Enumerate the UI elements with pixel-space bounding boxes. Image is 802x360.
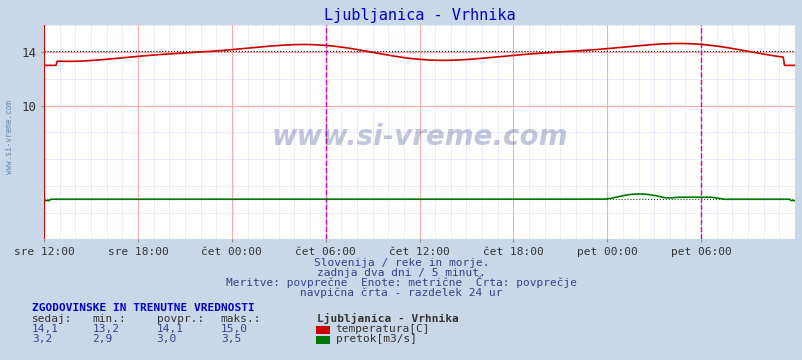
Text: navpična črta - razdelek 24 ur: navpična črta - razdelek 24 ur — [300, 287, 502, 298]
Text: temperatura[C]: temperatura[C] — [335, 324, 430, 334]
Text: 3,2: 3,2 — [32, 334, 52, 344]
Text: maks.:: maks.: — [221, 314, 261, 324]
Text: ZGODOVINSKE IN TRENUTNE VREDNOSTI: ZGODOVINSKE IN TRENUTNE VREDNOSTI — [32, 303, 254, 314]
Text: 3,5: 3,5 — [221, 334, 241, 344]
Text: www.si-vreme.com: www.si-vreme.com — [5, 100, 14, 174]
Text: zadnja dva dni / 5 minut.: zadnja dva dni / 5 minut. — [317, 268, 485, 278]
Title: Ljubljanica - Vrhnika: Ljubljanica - Vrhnika — [323, 8, 515, 23]
Text: 13,2: 13,2 — [92, 324, 119, 334]
Text: sedaj:: sedaj: — [32, 314, 72, 324]
Text: 15,0: 15,0 — [221, 324, 248, 334]
Text: 14,1: 14,1 — [32, 324, 59, 334]
Text: Ljubljanica - Vrhnika: Ljubljanica - Vrhnika — [317, 313, 459, 324]
Text: www.si-vreme.com: www.si-vreme.com — [271, 123, 567, 150]
Text: pretok[m3/s]: pretok[m3/s] — [335, 334, 416, 344]
Text: Meritve: povprečne  Enote: metrične  Črta: povprečje: Meritve: povprečne Enote: metrične Črta:… — [225, 276, 577, 288]
Text: 14,1: 14,1 — [156, 324, 184, 334]
Text: povpr.:: povpr.: — [156, 314, 204, 324]
Text: 2,9: 2,9 — [92, 334, 112, 344]
Text: 3,0: 3,0 — [156, 334, 176, 344]
Text: min.:: min.: — [92, 314, 126, 324]
Text: Slovenija / reke in morje.: Slovenija / reke in morje. — [314, 258, 488, 268]
